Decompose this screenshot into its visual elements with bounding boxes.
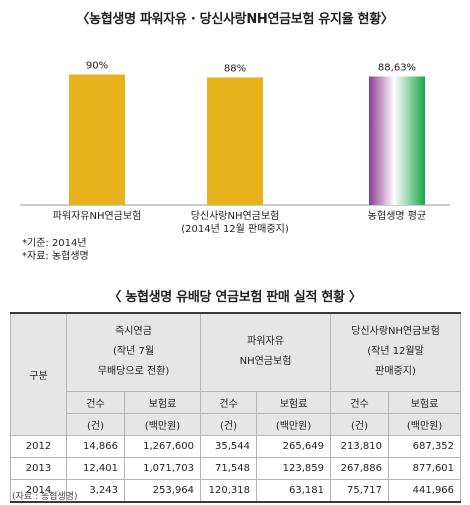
sub-header: 보험료	[123, 391, 202, 413]
source-note: (자료 : 농협생명)	[12, 492, 78, 502]
row-year: 2013	[10, 456, 67, 480]
table-cell: 12,401	[66, 456, 125, 480]
table-cell: 213,810	[330, 434, 390, 458]
unit-header: (건)	[200, 412, 258, 436]
chart-notes: *기준: 2014년 *자료: 농협생명	[22, 237, 89, 263]
table-cell: 63,181	[256, 478, 332, 503]
table-cell: 71,548	[200, 456, 258, 480]
table-cell: 14,866	[66, 434, 125, 458]
table-row: 2013 12,401 1,071,703 71,548 123,859 267…	[10, 456, 462, 480]
unit-header: (건)	[66, 412, 125, 436]
group-header-2: 파워자유 NH연금보험	[200, 312, 332, 392]
group-header-1: 즉시연금 (작년 7월 무배당으로 전환)	[65, 312, 202, 392]
sub-header: 건수	[66, 391, 125, 413]
category-sublabel-2: (2014년 12월 판매중지)	[181, 223, 289, 235]
table-cell: 120,318	[200, 478, 258, 503]
group-header-3: 당신사랑NH연금보험 (작년 12월말 판매중지)	[330, 312, 462, 392]
table-row: 2012 14,866 1,267,600 35,544 265,649 213…	[10, 434, 462, 458]
row-year: 2012	[10, 434, 67, 458]
table-cell: 441,966	[388, 478, 462, 503]
table-cell: 877,601	[388, 456, 462, 480]
bar-1	[69, 74, 125, 205]
unit-header: (백만원)	[256, 412, 332, 436]
sub-header: 건수	[200, 391, 258, 413]
data-label-2: 88%	[224, 63, 246, 74]
row-header: 구분	[10, 312, 67, 436]
table-cell: 123,859	[256, 456, 332, 480]
chart-title: 〈농협생명 파워자유 · 당신사랑NH연금보험 유지율 현황〉	[76, 12, 394, 27]
table-title: 〈 농협생명 유배당 연금보험 판매 실적 현황 〉	[108, 290, 362, 305]
unit-header: (백만원)	[123, 412, 202, 436]
unit-header: (건)	[330, 412, 390, 436]
table-cell: 1,267,600	[123, 434, 202, 458]
data-label-3: 88,63%	[378, 62, 416, 73]
note-source: *자료: 농협생명	[22, 251, 89, 262]
table-cell: 265,649	[256, 434, 332, 458]
table-cell: 3,243	[66, 478, 125, 503]
data-label-1: 90%	[86, 61, 108, 72]
unit-header: (백만원)	[388, 412, 462, 436]
bar-2	[207, 77, 263, 205]
sales-table: 구분 즉시연금 (작년 7월 무배당으로 전환) 파워자유 NH연금보험 당신사…	[10, 312, 462, 503]
table-cell: 1,071,703	[123, 456, 202, 480]
table-row: 2014 3,243 253,964 120,318 63,181 75,717…	[10, 478, 462, 503]
bar-chart: 90% 파워자유NH연금보험 88% 당신사랑NH연금보험(2014년 12월 판매중…	[20, 61, 450, 235]
category-label-1: 파워자유NH연금보험	[53, 209, 142, 222]
table-cell: 75,717	[330, 478, 390, 503]
table-cell: 253,964	[123, 478, 202, 503]
sub-header: 건수	[330, 391, 390, 413]
table-cell: 35,544	[200, 434, 258, 458]
category-label-2: 당신사랑NH연금보험	[191, 210, 280, 222]
sub-header: 보험료	[388, 391, 462, 413]
bar-3	[369, 76, 425, 205]
table-cell: 687,352	[388, 434, 462, 458]
table-cell: 267,886	[330, 456, 390, 480]
category-label-3: 농협생명 평균	[368, 209, 426, 222]
note-basis: *기준: 2014년	[22, 238, 87, 249]
row-year: 2014	[10, 478, 67, 503]
sub-header: 보험료	[256, 391, 332, 413]
